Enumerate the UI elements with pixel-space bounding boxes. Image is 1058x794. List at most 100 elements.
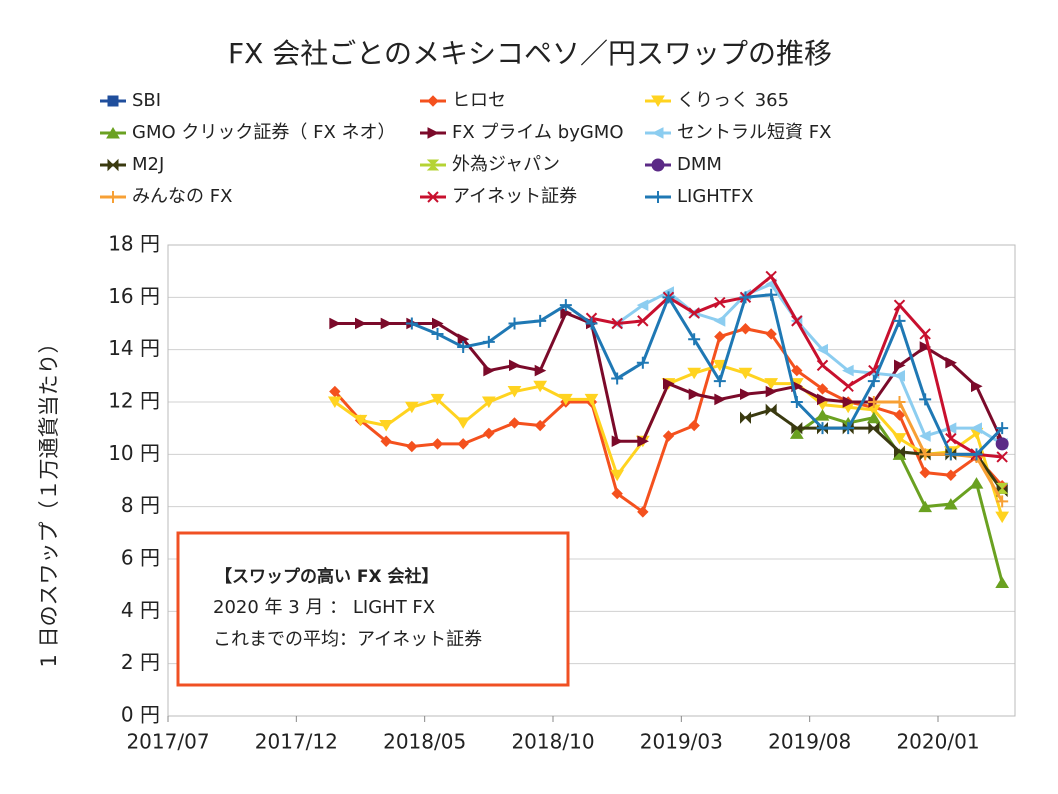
marker (842, 380, 854, 393)
marker (380, 435, 392, 447)
marker (996, 451, 1008, 463)
annotation-title: 【スワップの高い FX 会社】 (215, 566, 439, 587)
legend-marker (652, 191, 664, 203)
marker (815, 409, 830, 421)
y-tick-label: 2 円 (121, 650, 160, 674)
marker (867, 375, 880, 388)
legend-marker (426, 159, 440, 171)
marker (714, 296, 726, 309)
marker (740, 388, 752, 400)
marker (995, 511, 1010, 524)
legend-label: FX プライム byGMO (452, 122, 624, 143)
legend-marker (107, 191, 119, 203)
y-tick-label: 4 円 (121, 598, 160, 622)
marker (636, 356, 649, 369)
marker (995, 437, 1009, 451)
marker (944, 448, 957, 461)
x-tick-label: 2019/08 (768, 730, 851, 754)
marker (996, 495, 1009, 508)
marker (688, 307, 700, 319)
y-tick-label: 10 円 (108, 441, 160, 465)
x-tick-label: 2019/03 (640, 730, 723, 754)
marker (765, 403, 777, 417)
marker (663, 377, 675, 390)
marker (739, 323, 752, 335)
y-tick-label: 0 円 (121, 703, 160, 727)
marker (509, 359, 521, 372)
marker (534, 314, 547, 327)
marker (765, 270, 777, 283)
marker (919, 430, 931, 442)
marker (945, 469, 957, 481)
chart-title: FX 会社ごとのメキシコペソ／円スワップの推移 (228, 37, 832, 70)
y-tick-label: 6 円 (121, 546, 160, 570)
marker (533, 380, 548, 393)
marker (789, 427, 804, 439)
marker (637, 315, 649, 327)
marker (996, 422, 1009, 435)
series-line (411, 293, 1004, 456)
marker (868, 421, 880, 435)
x-tick-label: 2017/07 (126, 730, 209, 754)
y-tick-label: 8 円 (121, 493, 160, 517)
legend-label: SBI (132, 90, 161, 111)
marker (610, 469, 625, 482)
marker (559, 299, 572, 312)
marker (585, 317, 598, 330)
legend-marker (106, 127, 120, 139)
legend-label: DMM (677, 154, 722, 175)
marker (483, 427, 495, 440)
legend-label: セントラル短資 FX (677, 122, 831, 143)
marker (456, 417, 471, 429)
marker (714, 393, 726, 406)
y-tick-label: 14 円 (108, 336, 160, 360)
marker (866, 411, 881, 424)
legend-label: ヒロセ (452, 90, 506, 111)
marker (842, 396, 855, 408)
marker (688, 333, 701, 346)
marker (738, 367, 753, 380)
y-tick-label: 16 円 (108, 284, 160, 308)
annotation-line: 2020 年 3 月 ： LIGHT FX (213, 597, 435, 618)
marker (482, 335, 495, 348)
marker (943, 498, 958, 510)
x-tick-label: 2018/05 (383, 730, 466, 754)
marker (558, 393, 573, 406)
legend-marker (107, 95, 119, 107)
legend-label: LIGHTFX (677, 186, 754, 207)
legend-marker (427, 127, 440, 139)
marker (688, 419, 700, 432)
legend-label: GMO クリック証券（ FX ネオ） (132, 122, 396, 143)
marker (611, 435, 624, 448)
marker (534, 419, 546, 432)
marker (791, 315, 803, 327)
marker (765, 328, 777, 340)
marker (893, 370, 905, 382)
marker (919, 328, 931, 340)
marker (637, 506, 649, 518)
marker (969, 477, 984, 489)
y-axis-label: 1 日のスワップ（１万通貨当たり） (37, 332, 61, 667)
marker (893, 409, 906, 421)
legend-marker (427, 191, 439, 203)
plot-border (167, 244, 1016, 717)
marker (329, 317, 341, 330)
marker (918, 500, 933, 513)
legend-label: くりっく 365 (677, 90, 789, 111)
x-tick-label: 2020/01 (896, 730, 979, 754)
marker (611, 317, 623, 330)
marker (712, 359, 727, 372)
marker (816, 422, 829, 435)
marker (534, 364, 547, 377)
marker (404, 401, 419, 414)
marker (791, 421, 803, 435)
marker (508, 317, 521, 330)
marker (867, 396, 880, 408)
marker (765, 288, 778, 301)
legend-label: M2J (132, 154, 164, 175)
marker (406, 440, 418, 453)
marker (970, 448, 983, 461)
marker (379, 420, 394, 432)
legend-label: 外為ジャパン (452, 154, 560, 175)
marker (816, 343, 828, 356)
